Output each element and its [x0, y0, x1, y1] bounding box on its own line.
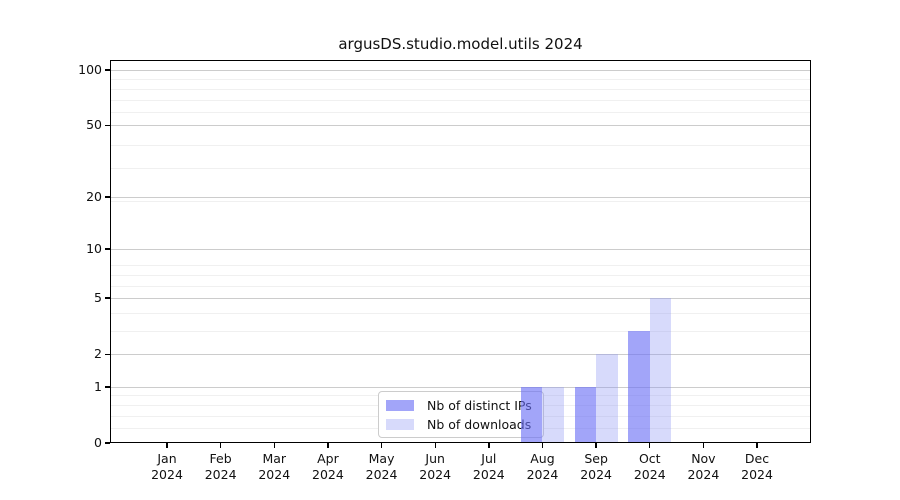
y-tick-label: 0	[94, 435, 102, 450]
x-tick-label-sep: Sep 2024	[564, 451, 628, 482]
gridline-minor	[110, 200, 811, 202]
x-tick-month: Oct	[638, 451, 661, 466]
x-tick-mark	[327, 443, 329, 448]
x-tick-label-oct: Oct 2024	[618, 451, 682, 482]
legend-label-distinct-ips: Nb of distinct IPs	[427, 397, 532, 413]
x-tick-mark	[595, 443, 597, 448]
x-tick-mark	[434, 443, 436, 448]
gridline-minor	[110, 99, 811, 101]
x-tick-year: 2024	[741, 466, 773, 482]
plot-area	[110, 60, 811, 443]
bar-downloads-oct	[649, 298, 672, 443]
x-tick-month: Mar	[262, 451, 287, 466]
x-tick-month: Sep	[584, 451, 608, 466]
legend-label-downloads: Nb of downloads	[427, 416, 532, 432]
x-tick-month: Jun	[425, 451, 445, 466]
x-tick-month: Apr	[317, 451, 339, 466]
gridline-major	[110, 196, 811, 198]
x-tick-mark	[273, 443, 275, 448]
y-tick-mark	[105, 442, 110, 444]
x-tick-label-jul: Jul 2024	[457, 451, 521, 482]
y-tick-label: 5	[94, 290, 102, 306]
gridline-minor	[110, 144, 811, 146]
chart-title: argusDS.studio.model.utils 2024	[338, 35, 583, 53]
x-tick-mark	[756, 443, 758, 448]
gridline-major	[110, 125, 811, 127]
legend-item-distinct-ips: Nb of distinct IPs	[386, 398, 535, 413]
x-tick-label-nov: Nov 2024	[671, 451, 735, 482]
x-tick-mark	[380, 443, 383, 448]
gridline-major	[110, 70, 811, 71]
x-tick-label-dec: Dec 2024	[725, 451, 789, 482]
x-tick-year: 2024	[687, 466, 720, 482]
x-tick-month: Jan	[157, 451, 177, 466]
x-tick-mark	[649, 443, 651, 448]
y-tick-mark	[105, 69, 110, 71]
y-tick-mark	[105, 297, 110, 299]
bar-distinct-ips-sep	[574, 386, 597, 443]
legend-swatch-downloads	[386, 418, 414, 430]
x-tick-label-apr: Apr 2024	[296, 451, 360, 482]
y-tick-mark	[105, 353, 110, 355]
gridline-minor	[110, 330, 811, 332]
y-tick-mark	[105, 124, 110, 126]
gridline-major	[110, 298, 811, 300]
y-tick-label: 10	[86, 241, 102, 257]
y-tick-mark	[105, 386, 110, 388]
x-tick-mark	[702, 443, 705, 448]
y-tick-label: 2	[94, 346, 102, 362]
x-tick-label-jan: Jan 2024	[135, 451, 199, 482]
x-tick-month: Dec	[744, 451, 770, 466]
x-tick-month: Aug	[530, 451, 555, 466]
gridline-minor	[110, 168, 811, 170]
legend: Nb of distinct IPs Nb of downloads	[378, 391, 544, 438]
bar-downloads-aug	[542, 386, 564, 443]
y-tick-mark	[105, 196, 110, 198]
y-tick-label: 50	[86, 117, 102, 133]
x-tick-mark	[488, 443, 490, 448]
x-tick-label-feb: Feb 2024	[189, 451, 253, 482]
x-tick-year: 2024	[526, 466, 559, 482]
bar-distinct-ips-oct	[628, 330, 650, 443]
x-tick-year: 2024	[419, 466, 452, 482]
x-tick-year: 2024	[312, 466, 344, 482]
x-tick-label-may: May 2024	[350, 451, 414, 482]
y-tick-label: 20	[86, 188, 102, 204]
x-tick-year: 2024	[151, 466, 183, 482]
x-tick-mark	[219, 443, 222, 448]
x-tick-month: Nov	[691, 451, 716, 466]
y-tick-label: 100	[78, 62, 102, 77]
x-tick-month: May	[368, 451, 395, 466]
x-tick-label-mar: Mar 2024	[242, 451, 306, 482]
gridline-minor	[110, 265, 811, 267]
x-tick-year: 2024	[580, 466, 613, 482]
gridline-major	[110, 354, 811, 356]
x-tick-month: Feb	[209, 451, 232, 466]
bar-downloads-sep	[596, 354, 618, 443]
y-tick-label: 1	[94, 378, 102, 394]
gridline-minor	[110, 274, 811, 276]
gridline-minor	[110, 312, 811, 314]
x-tick-month: Jul	[481, 451, 497, 466]
x-tick-label-jun: Jun 2024	[403, 451, 467, 482]
x-tick-year: 2024	[258, 466, 291, 482]
x-tick-year: 2024	[633, 466, 666, 482]
x-tick-year: 2024	[204, 466, 237, 482]
x-tick-mark	[541, 443, 544, 448]
gridline-minor	[110, 285, 811, 287]
gridline-minor	[110, 112, 811, 114]
y-tick-mark	[105, 248, 110, 250]
x-tick-mark	[166, 443, 168, 448]
legend-swatch-distinct-ips	[386, 399, 414, 411]
bar-distinct-ips-aug	[520, 386, 543, 443]
gridline-major	[110, 386, 811, 388]
x-tick-year: 2024	[365, 466, 398, 482]
x-tick-label-aug: Aug 2024	[510, 451, 574, 482]
gridline-minor	[110, 88, 811, 90]
gridline-major	[110, 249, 811, 251]
x-tick-year: 2024	[472, 466, 505, 482]
gridline-minor	[110, 79, 811, 81]
legend-item-downloads: Nb of downloads	[386, 417, 535, 432]
